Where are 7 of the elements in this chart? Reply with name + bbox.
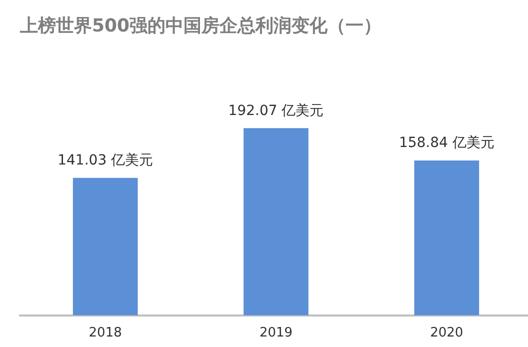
x-tick-label: 2020 (430, 326, 464, 341)
x-tick-label: 2018 (88, 326, 122, 341)
chart-title: 上榜世界500强的中国房企总利润变化（一） (19, 15, 382, 36)
data-label: 158.84 亿美元 (398, 135, 494, 152)
data-label: 141.03 亿美元 (58, 152, 154, 169)
x-tick-label: 2019 (259, 326, 293, 341)
data-label: 192.07 亿美元 (228, 102, 324, 119)
